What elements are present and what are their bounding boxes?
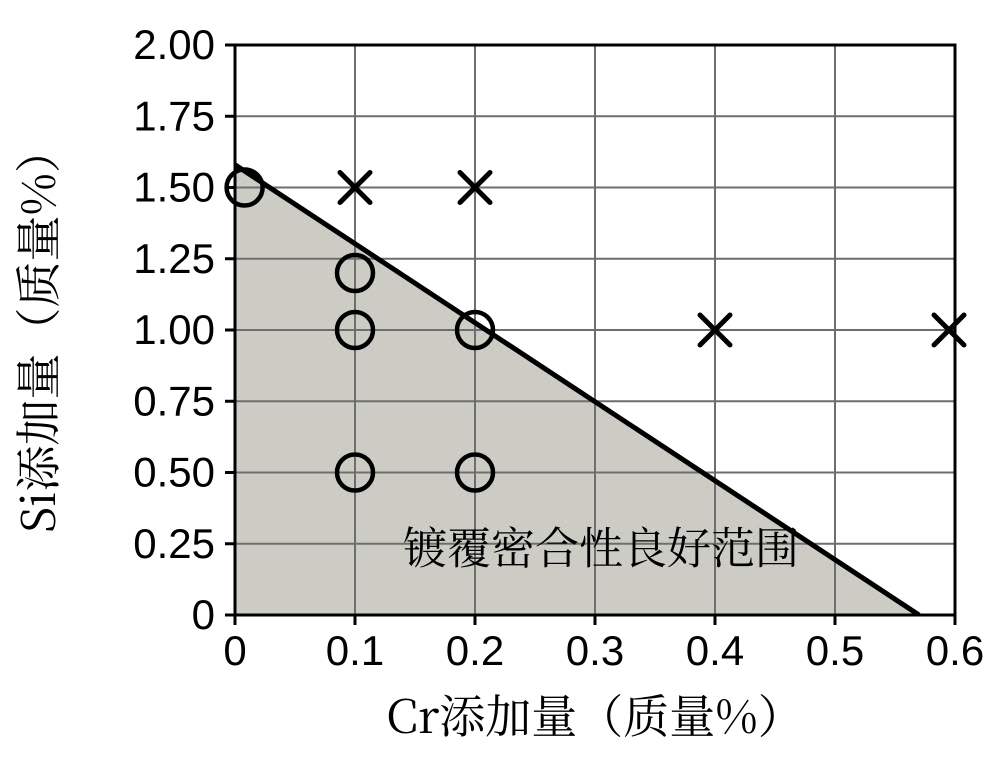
x-tick-label: 0.6	[926, 627, 984, 674]
chart-container: 0 0.1 0.2 0.3 0.4 0.5 0.6 0 0.25 0.50 0.75 1.00 1.25…	[0, 0, 1000, 773]
y-tick-label: 0.50	[133, 449, 215, 496]
y-tick-label: 0.75	[133, 377, 215, 424]
region-label: 镀覆密合性良好范围	[403, 513, 799, 577]
scatter-chart: 0 0.1 0.2 0.3 0.4 0.5 0.6 0 0.25 0.50 0.75 1.00 1.25…	[0, 0, 1000, 773]
x-tick-label: 0.1	[326, 627, 384, 674]
x-tick-label: 0.2	[446, 627, 504, 674]
y-tick-label: 0	[192, 591, 215, 638]
x-tick-label: 0	[223, 627, 246, 674]
y-tick-label: 1.75	[133, 92, 215, 139]
x-tick-label: 0.5	[806, 627, 864, 674]
x-tick-label: 0.3	[566, 627, 624, 674]
y-tick-label: 1.00	[133, 306, 215, 353]
y-axis-label: Si添加量（质量%）	[3, 127, 69, 533]
y-tick-label: 1.25	[133, 235, 215, 282]
y-tick-label: 0.25	[133, 520, 215, 567]
x-axis-label: Cr添加量（质量%）	[386, 681, 804, 747]
x-tick-label: 0.4	[686, 627, 744, 674]
y-tick-label: 1.50	[133, 164, 215, 211]
y-tick-label: 2.00	[133, 21, 215, 68]
